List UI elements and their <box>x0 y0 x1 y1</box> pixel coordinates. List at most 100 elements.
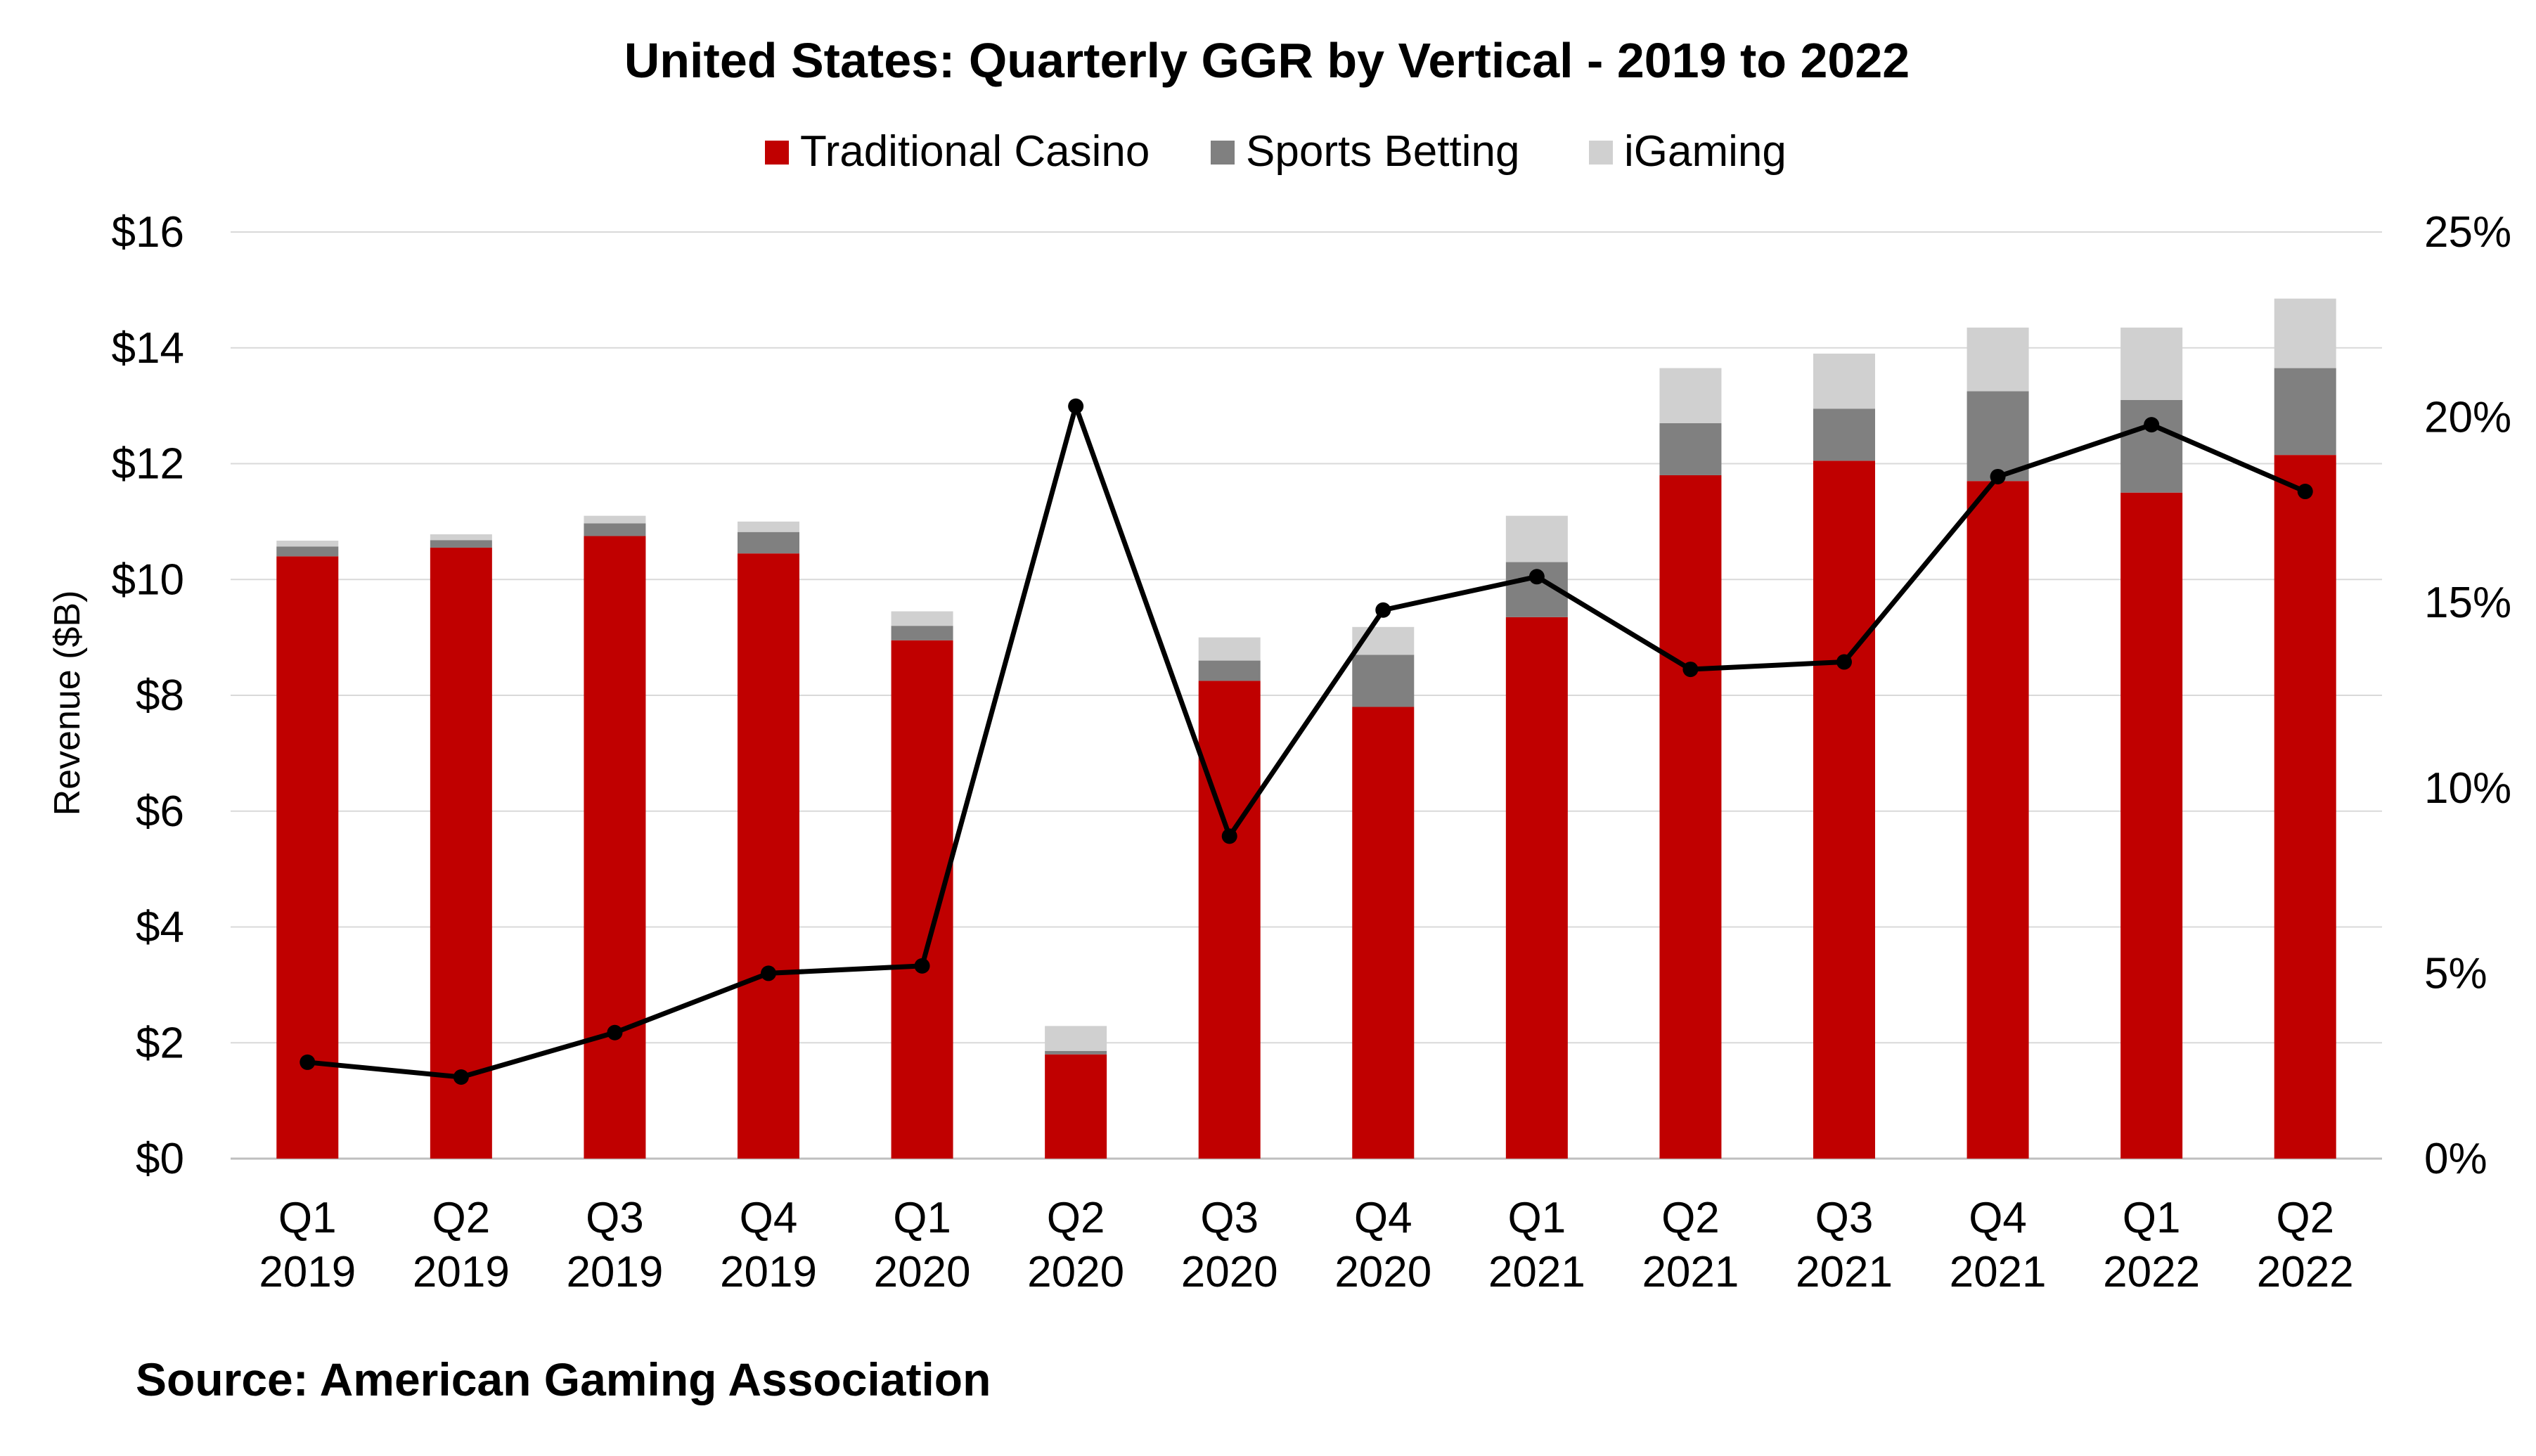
y-tick-label: $10 <box>112 555 184 604</box>
legend-label: Traditional Casino <box>800 127 1150 176</box>
y2-tick-label: 20% <box>2424 394 2511 442</box>
bar-traditional-casino <box>1967 481 2029 1159</box>
y-tick-label: $16 <box>112 208 184 257</box>
x-tick-label-year: 2020 <box>1181 1248 1278 1296</box>
y-tick-label: $6 <box>136 787 184 836</box>
y-tick-label: $14 <box>112 324 184 373</box>
bar-sports-betting <box>1967 391 2029 482</box>
legend-swatch <box>1211 141 1235 165</box>
x-tick-label-quarter: Q2 <box>432 1194 490 1242</box>
y-tick-label: $4 <box>136 903 184 952</box>
y2-tick-label: 15% <box>2424 579 2511 627</box>
bar-sports-betting <box>1352 655 1415 707</box>
x-tick-label-quarter: Q3 <box>1200 1194 1259 1242</box>
x-tick-label-quarter: Q1 <box>2123 1194 2181 1242</box>
bar-sports-betting <box>2120 399 2183 493</box>
y-tick-label: $12 <box>112 440 184 489</box>
legend-label: Sports Betting <box>1246 127 1519 176</box>
line-point <box>300 1054 316 1070</box>
x-axis: Q1 2019 Q2 2019 Q3 2019 Q4 2019 Q1 2020 Q2 2020 Q3 20… <box>259 1194 2353 1296</box>
bar-sports-betting <box>584 523 646 536</box>
bar-sports-betting <box>430 540 492 548</box>
bar-igaming <box>2120 327 2183 400</box>
bar-traditional-casino <box>738 553 799 1159</box>
line-point <box>1221 828 1237 844</box>
y2-tick-label: 25% <box>2424 208 2511 257</box>
x-tick-label-quarter: Q2 <box>1661 1194 1720 1242</box>
legend: Traditional Casino Sports Betting iGaming <box>765 127 1787 176</box>
bar-traditional-casino <box>1198 681 1261 1159</box>
line-point <box>1068 398 1084 414</box>
x-tick-label-quarter: Q4 <box>740 1194 798 1242</box>
y-tick-label: $2 <box>136 1019 184 1067</box>
x-tick-label-quarter: Q1 <box>278 1194 337 1242</box>
bar-traditional-casino <box>430 547 492 1159</box>
bar-igaming <box>1198 637 1261 661</box>
line-point <box>1375 602 1391 618</box>
bar-sports-betting <box>1198 660 1261 681</box>
bar-traditional-casino <box>1352 707 1415 1159</box>
y-axis-title: Revenue ($B) <box>47 591 88 816</box>
bar-igaming <box>430 534 492 541</box>
x-tick-label-quarter: Q4 <box>1354 1194 1412 1242</box>
line-series <box>300 398 2313 1085</box>
x-tick-label-year: 2021 <box>1642 1248 1739 1296</box>
y-axis-right: 0% 5% 10% 15% 20% 25% <box>2424 208 2511 1183</box>
bar-igaming <box>584 515 646 524</box>
y-tick-label: $8 <box>136 671 184 720</box>
y2-tick-label: 0% <box>2424 1135 2487 1183</box>
x-tick-label-year: 2019 <box>720 1248 817 1296</box>
legend-label: iGaming <box>1624 127 1787 176</box>
bar-igaming <box>1505 515 1568 562</box>
x-tick-label-quarter: Q4 <box>1969 1194 2027 1242</box>
line-point <box>914 958 930 974</box>
bar-traditional-casino <box>1659 475 1722 1159</box>
line-point <box>2144 417 2160 433</box>
x-tick-label-year: 2022 <box>2257 1248 2354 1296</box>
bar-igaming <box>1813 353 1875 409</box>
line-point <box>1682 662 1699 678</box>
legend-swatch <box>765 141 789 165</box>
gridlines <box>231 231 2382 1160</box>
bar-sports-betting <box>738 531 799 554</box>
bar-traditional-casino <box>1505 617 1568 1159</box>
x-tick-label-quarter: Q1 <box>1507 1194 1566 1242</box>
x-tick-label-year: 2022 <box>2103 1248 2200 1296</box>
bar-sports-betting <box>2274 368 2336 456</box>
x-tick-label-year: 2019 <box>413 1248 510 1296</box>
x-tick-label-year: 2021 <box>1488 1248 1585 1296</box>
x-tick-label-quarter: Q1 <box>893 1194 951 1242</box>
x-tick-label-year: 2021 <box>1796 1248 1893 1296</box>
x-tick-label-year: 2020 <box>1027 1248 1124 1296</box>
x-tick-label-year: 2020 <box>1334 1248 1431 1296</box>
bar-igaming <box>1967 327 2029 392</box>
x-tick-label-quarter: Q3 <box>586 1194 644 1242</box>
line-point <box>2297 484 2313 500</box>
line-point <box>1528 569 1545 585</box>
bar-traditional-casino <box>2120 492 2183 1159</box>
bar-sports-betting <box>891 626 953 640</box>
bar-sports-betting <box>1659 423 1722 475</box>
bar-igaming <box>891 611 953 626</box>
y2-tick-label: 10% <box>2424 764 2511 813</box>
x-tick-label-quarter: Q3 <box>1815 1194 1874 1242</box>
x-tick-label-year: 2020 <box>874 1248 971 1296</box>
bar-traditional-casino <box>2274 455 2336 1159</box>
line-point <box>1836 654 1852 670</box>
bar-sports-betting <box>1045 1050 1107 1055</box>
bar-traditional-casino <box>1813 460 1875 1159</box>
bar-traditional-casino <box>584 536 646 1159</box>
bar-igaming <box>1045 1026 1107 1051</box>
line-point <box>453 1069 469 1085</box>
bar-igaming <box>276 541 339 547</box>
y-tick-label: $0 <box>136 1135 184 1183</box>
line-point <box>761 965 776 981</box>
bar-igaming <box>738 521 799 532</box>
bar-sports-betting <box>1813 408 1875 461</box>
legend-swatch <box>1589 141 1613 165</box>
bar-igaming <box>1659 368 1722 423</box>
x-tick-label-year: 2019 <box>566 1248 663 1296</box>
bar-sports-betting <box>276 546 339 557</box>
bar-igaming <box>2274 298 2336 368</box>
